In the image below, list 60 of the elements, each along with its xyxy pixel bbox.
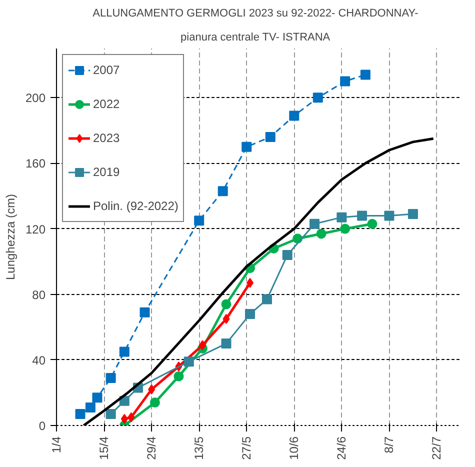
- legend-label: 2023: [93, 131, 120, 145]
- point: [218, 186, 228, 196]
- point: [262, 294, 272, 304]
- y-tick-label: 120: [25, 222, 46, 236]
- point: [106, 409, 116, 420]
- point: [312, 92, 323, 103]
- point: [265, 132, 276, 142]
- point: [194, 216, 204, 226]
- point: [242, 142, 252, 152]
- x-tick-label: 1/4: [50, 436, 64, 454]
- legend-label: Polin. (92-2022): [93, 199, 178, 213]
- point: [140, 307, 150, 318]
- x-tick-label: 15/4: [97, 436, 112, 460]
- x-tick-label: 24/6: [334, 436, 349, 460]
- chart-title: ALLUNGAMENTO GERMOGLI 2023 su 92-2022- CHARDONNAY-: [92, 8, 419, 20]
- point: [150, 398, 160, 408]
- point: [316, 228, 326, 239]
- x-tick-label: 13/5: [192, 436, 206, 460]
- y-tick-label: 200: [25, 91, 46, 106]
- y-tick-label: 40: [32, 353, 46, 368]
- chart-subtitle: pianura centrale TV- ISTRANA: [180, 32, 331, 44]
- point: [119, 346, 130, 357]
- point: [340, 224, 350, 234]
- point: [367, 218, 378, 229]
- point: [360, 70, 370, 80]
- y-tick-label: 160: [25, 156, 46, 171]
- point: [310, 218, 320, 229]
- point: [336, 212, 347, 222]
- point: [128, 412, 135, 422]
- point: [357, 210, 368, 221]
- legend-label: 2019: [93, 165, 120, 179]
- point: [384, 210, 394, 221]
- point: [120, 414, 128, 424]
- point: [289, 110, 300, 121]
- y-tick-label: 0: [38, 419, 46, 433]
- point: [408, 209, 418, 220]
- y-axis-title: Lunghezza (cm): [3, 194, 18, 280]
- point: [174, 371, 184, 382]
- point: [148, 384, 156, 394]
- x-tick-label: 10/6: [287, 436, 302, 460]
- x-tick-label: 22/7: [430, 436, 444, 460]
- point: [106, 372, 116, 383]
- legend-label: 2022: [93, 97, 120, 111]
- point: [340, 76, 350, 86]
- y-tick-label: 80: [32, 288, 46, 302]
- legend-label: 2007: [93, 63, 120, 77]
- point: [222, 314, 230, 324]
- point: [221, 338, 232, 349]
- point: [198, 340, 206, 350]
- point: [246, 278, 254, 288]
- point: [85, 402, 96, 412]
- point: [184, 356, 194, 367]
- x-tick-label: 8/7: [382, 436, 396, 454]
- point: [75, 409, 86, 420]
- point: [245, 309, 256, 320]
- point: [92, 392, 102, 403]
- point: [221, 299, 232, 310]
- x-tick-label: 29/4: [144, 436, 159, 460]
- point: [282, 250, 292, 260]
- x-tick-label: 27/5: [240, 436, 254, 460]
